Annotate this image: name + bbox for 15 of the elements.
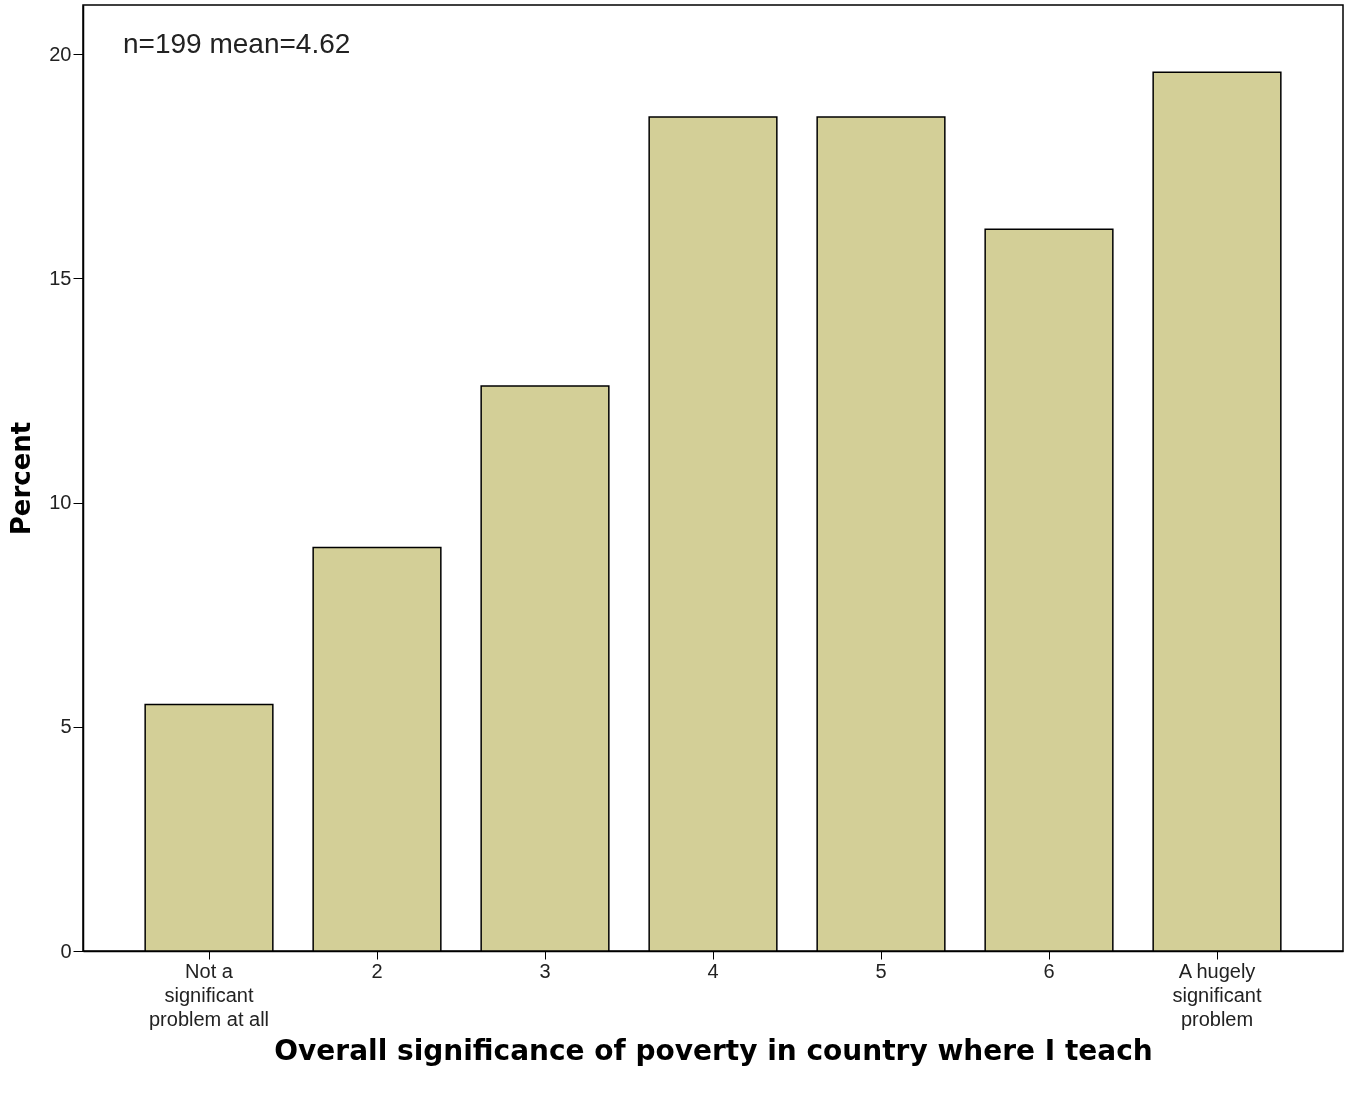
y-tick-label: 15 <box>49 266 72 289</box>
x-tick-label: 6 <box>1043 959 1055 982</box>
x-tick-label: 4 <box>707 959 719 982</box>
x-tick-label: 5 <box>875 959 887 982</box>
x-tick-label: 2 <box>371 959 383 982</box>
x-axis-title: Overall significance of poverty in country where I teach <box>274 1033 1153 1067</box>
y-axis-title: Percent <box>6 421 37 536</box>
y-tick-label: 10 <box>49 491 72 514</box>
y-tick-label: 5 <box>60 715 72 738</box>
x-tick-label: 3 <box>539 959 551 982</box>
x-tick-label: Not a significant problem at all <box>148 959 270 1030</box>
x-tick-label: A hugely significant problem <box>1172 959 1262 1030</box>
y-tick-label: 20 <box>49 42 72 65</box>
y-tick-label: 0 <box>60 939 72 962</box>
annotation: n=199 mean=4.62 <box>123 28 351 59</box>
